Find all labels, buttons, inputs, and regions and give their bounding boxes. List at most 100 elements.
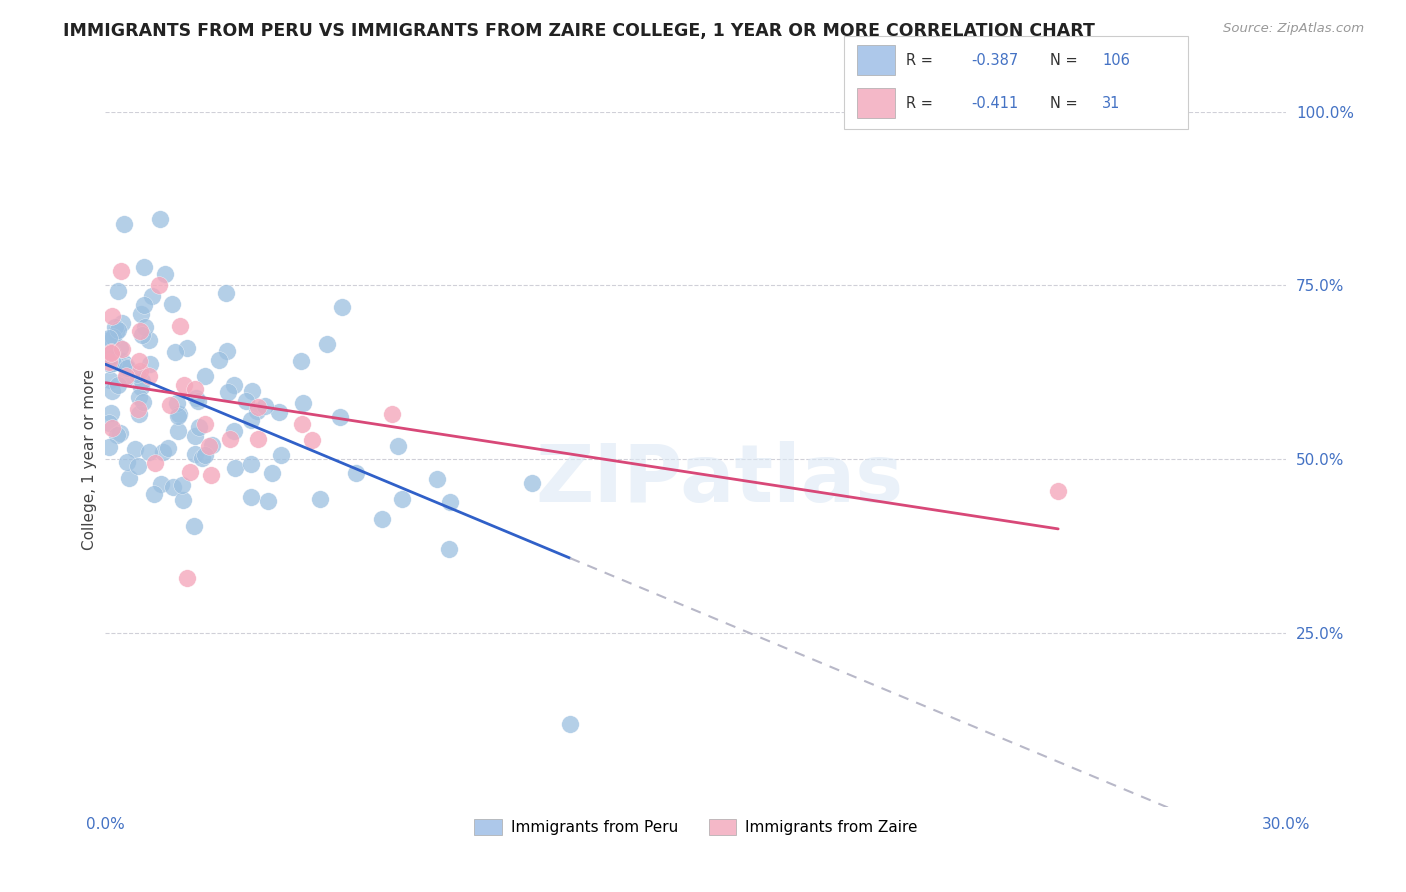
Point	[270, 448, 292, 462]
Point	[301, 434, 323, 448]
Point	[173, 377, 195, 392]
Point	[100, 346, 122, 360]
Point	[246, 400, 269, 414]
FancyBboxPatch shape	[844, 36, 1188, 129]
Point	[167, 407, 190, 421]
Point	[330, 301, 353, 315]
Point	[184, 391, 207, 405]
Point	[166, 424, 188, 438]
Point	[194, 417, 217, 431]
Point	[224, 425, 246, 439]
Point	[104, 325, 127, 339]
Point	[198, 439, 221, 453]
Point	[558, 716, 581, 731]
Point	[131, 395, 153, 409]
Text: N =: N =	[1050, 95, 1083, 111]
Text: 31: 31	[1102, 95, 1121, 111]
Point	[162, 480, 184, 494]
Point	[107, 378, 129, 392]
Point	[138, 368, 160, 383]
Point	[224, 460, 246, 475]
Point	[115, 368, 138, 383]
Point	[129, 324, 152, 338]
Point	[208, 353, 231, 368]
Point	[149, 211, 172, 226]
Point	[118, 471, 141, 485]
Point	[128, 390, 150, 404]
Point	[290, 354, 312, 368]
Point	[141, 289, 163, 303]
Point	[165, 345, 187, 359]
Point	[117, 359, 139, 374]
Point	[148, 277, 170, 292]
Point	[370, 512, 392, 526]
Point	[344, 466, 367, 480]
Point	[125, 368, 148, 382]
Point	[112, 217, 135, 231]
Point	[114, 359, 136, 373]
Point	[105, 428, 128, 442]
Point	[131, 328, 153, 343]
Text: -0.411: -0.411	[972, 95, 1018, 111]
Point	[98, 352, 121, 367]
Point	[239, 490, 262, 504]
Point	[215, 286, 238, 301]
Point	[426, 472, 449, 486]
Point	[100, 345, 122, 359]
Point	[257, 493, 280, 508]
Point	[150, 477, 173, 491]
Point	[101, 421, 124, 435]
Point	[101, 356, 124, 370]
Point	[98, 373, 121, 387]
Point	[184, 429, 207, 443]
Point	[98, 331, 121, 345]
Point	[110, 425, 132, 440]
Y-axis label: College, 1 year or more: College, 1 year or more	[82, 369, 97, 549]
Point	[176, 571, 198, 585]
Point	[127, 458, 149, 473]
Point	[155, 267, 177, 281]
Point	[215, 344, 238, 359]
Point	[98, 416, 121, 430]
Text: R =: R =	[905, 95, 938, 111]
Point	[172, 477, 194, 491]
Point	[128, 364, 150, 378]
Point	[107, 323, 129, 337]
Point	[201, 438, 224, 452]
Point	[110, 342, 132, 356]
Point	[114, 357, 136, 371]
Point	[179, 465, 201, 479]
Point	[111, 353, 134, 368]
Text: N =: N =	[1050, 53, 1083, 68]
Text: -0.387: -0.387	[972, 53, 1018, 68]
Point	[219, 433, 242, 447]
Point	[101, 384, 124, 398]
Point	[187, 419, 209, 434]
Text: Source: ZipAtlas.com: Source: ZipAtlas.com	[1223, 22, 1364, 36]
Point	[129, 307, 152, 321]
Point	[520, 476, 543, 491]
Point	[98, 440, 121, 454]
FancyBboxPatch shape	[858, 88, 896, 118]
Point	[107, 284, 129, 298]
Point	[110, 341, 132, 355]
Point	[391, 492, 413, 507]
Point	[139, 357, 162, 371]
Point	[138, 333, 160, 347]
Point	[110, 263, 132, 277]
Point	[128, 354, 150, 368]
Point	[114, 371, 136, 385]
Point	[159, 398, 181, 412]
Point	[316, 337, 339, 351]
Point	[184, 447, 207, 461]
Point	[101, 330, 124, 344]
Point	[127, 401, 149, 416]
Text: 106: 106	[1102, 53, 1130, 68]
Point	[134, 319, 156, 334]
Point	[98, 355, 121, 369]
Point	[381, 407, 404, 421]
Point	[117, 361, 139, 376]
Point	[253, 399, 276, 413]
Text: ZIPatlas: ZIPatlas	[536, 442, 904, 519]
Point	[190, 451, 212, 466]
